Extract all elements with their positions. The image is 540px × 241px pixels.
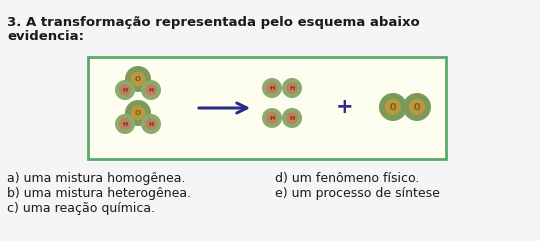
Text: O: O [135,76,141,82]
Circle shape [125,100,151,126]
Circle shape [266,82,278,94]
Text: evidencia:: evidencia: [7,30,84,43]
Text: O: O [135,110,141,116]
Text: d) um fenômeno físico.: d) um fenômeno físico. [275,172,420,185]
Text: H: H [289,115,295,120]
Circle shape [286,82,298,94]
Text: O: O [390,102,396,112]
Text: H: H [269,86,275,91]
Circle shape [131,72,146,87]
Circle shape [115,80,135,100]
Text: a) uma mistura homogênea.: a) uma mistura homogênea. [7,172,186,185]
Text: 3. A transformação representada pelo esquema abaixo: 3. A transformação representada pelo esq… [7,16,420,29]
Text: c) uma reação química.: c) uma reação química. [7,202,155,215]
Text: b) uma mistura heterogênea.: b) uma mistura heterogênea. [7,187,191,200]
Circle shape [379,93,407,121]
Circle shape [385,99,401,115]
Text: O: O [414,102,420,112]
Text: H: H [123,121,127,127]
Text: H: H [289,86,295,91]
Circle shape [282,78,302,98]
FancyBboxPatch shape [88,57,446,159]
Circle shape [141,80,161,100]
Text: H: H [148,121,153,127]
Circle shape [125,66,151,92]
Circle shape [409,99,425,115]
Circle shape [282,108,302,128]
Circle shape [403,93,431,121]
Circle shape [266,112,278,124]
Circle shape [145,118,157,130]
Circle shape [119,84,131,96]
Circle shape [286,112,298,124]
Circle shape [141,114,161,134]
Text: e) um processo de síntese: e) um processo de síntese [275,187,440,200]
Circle shape [119,118,131,130]
Text: H: H [123,87,127,93]
Circle shape [262,78,282,98]
Text: H: H [269,115,275,120]
Circle shape [262,108,282,128]
Text: H: H [148,87,153,93]
Circle shape [145,84,157,96]
Circle shape [131,106,146,120]
Circle shape [115,114,135,134]
Text: +: + [336,97,354,117]
